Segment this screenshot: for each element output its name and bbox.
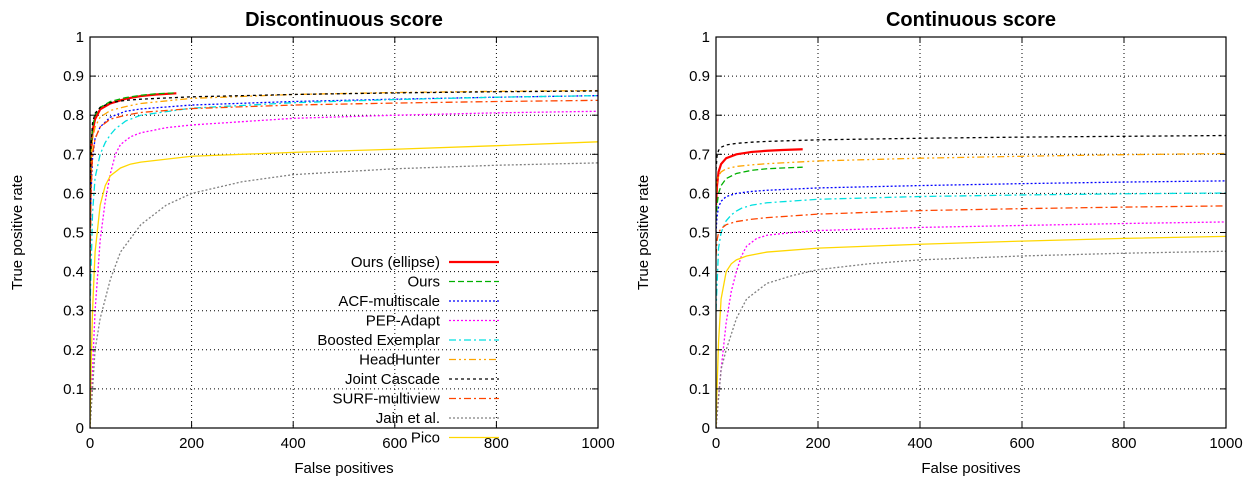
legend-entry: Joint Cascade	[345, 371, 499, 388]
series-line-4	[90, 95, 598, 311]
legend-entry: PEP-Adapt	[366, 313, 499, 330]
y-tick-label: 0.7	[63, 146, 84, 163]
legend-label: PEP-Adapt	[366, 313, 441, 330]
legend-label: Boosted Exemplar	[317, 332, 440, 349]
x-tick-label: 1000	[581, 435, 614, 452]
series-line-8	[716, 250, 1226, 428]
x-tick-label: 800	[484, 435, 509, 452]
series-line-6	[716, 134, 1226, 170]
grid	[716, 37, 1226, 428]
y-tick-label: 0.5	[63, 225, 84, 242]
y-tick-label: 1	[76, 29, 84, 46]
y-tick-label: 0.9	[63, 68, 84, 85]
legend-label: Ours (ellipse)	[351, 254, 440, 271]
grid	[90, 37, 598, 428]
chart-title: Continuous score	[886, 9, 1056, 31]
series-line-2	[90, 95, 598, 253]
y-tick-label: 0	[76, 420, 84, 437]
x-tick-label: 400	[281, 435, 306, 452]
y-axis-label: True positive rate	[635, 175, 652, 290]
legend-label: Jain et al.	[376, 410, 440, 427]
y-tick-label: 0.1	[63, 381, 84, 398]
series-line-2	[716, 180, 1226, 233]
series-line-5	[716, 152, 1226, 194]
series-group	[90, 89, 598, 428]
x-tick-label: 200	[805, 435, 830, 452]
y-tick-label: 0	[702, 420, 710, 437]
legend-entry: Ours	[407, 274, 499, 291]
y-tick-label: 0.6	[689, 185, 710, 202]
y-tick-label: 0.4	[689, 264, 710, 281]
x-tick-label: 800	[1111, 435, 1136, 452]
y-tick-label: 0.9	[689, 68, 710, 85]
legend-entry: SURF-multiview	[332, 391, 499, 408]
chart-continuous-score: Continuous score 0 200 400 600 800 1000 0 0.1 0.2…	[635, 9, 1243, 477]
legend-entry: ACF-multiscale	[338, 293, 499, 310]
x-tick-label: 400	[907, 435, 932, 452]
y-tick-label: 1	[702, 29, 710, 46]
x-tick-label: 0	[86, 435, 94, 452]
y-tick-label: 0.1	[689, 381, 710, 398]
legend-entry: Boosted Exemplar	[317, 332, 499, 349]
legend-entry: HeadHunter	[359, 352, 499, 369]
y-tick-label: 0.3	[689, 303, 710, 320]
legend-entry: Pico	[411, 430, 499, 447]
series-group	[716, 134, 1226, 428]
series-line-9	[716, 235, 1226, 428]
series-line-5	[90, 89, 598, 233]
series-line-8	[90, 162, 598, 428]
series-line-0	[716, 148, 803, 206]
x-tick-label: 1000	[1209, 435, 1242, 452]
y-tick-label: 0.5	[689, 225, 710, 242]
series-line-6	[90, 90, 598, 210]
x-axis-label: False positives	[921, 460, 1020, 477]
series-line-3	[90, 110, 598, 428]
series-line-1	[716, 166, 803, 221]
y-tick-label: 0.6	[63, 185, 84, 202]
series-line-4	[716, 192, 1226, 311]
series-line-1	[90, 92, 177, 225]
legend-label: SURF-multiview	[332, 391, 440, 408]
x-axis-label: False positives	[294, 460, 393, 477]
y-tick-label: 0.4	[63, 264, 84, 281]
legend-entry: Ours (ellipse)	[351, 254, 499, 271]
legend-entry: Jain et al.	[376, 410, 499, 427]
y-tick-label: 0.7	[689, 146, 710, 163]
series-line-9	[90, 141, 598, 428]
y-tick-label: 0.8	[689, 107, 710, 124]
x-tick-label: 200	[179, 435, 204, 452]
chart-discontinuous-score: Discontinuous score 0 200 400 600 800 1000 0 0.1…	[9, 9, 615, 477]
y-tick-label: 0.3	[63, 303, 84, 320]
legend-label: Ours	[407, 274, 440, 291]
legend-label: ACF-multiscale	[338, 293, 440, 310]
x-tick-label: 600	[382, 435, 407, 452]
y-axis-label: True positive rate	[9, 175, 26, 290]
x-tick-label: 0	[712, 435, 720, 452]
legend: Ours (ellipse) Ours ACF-multiscale PEP-Adap…	[317, 254, 499, 447]
y-tick-label: 0.2	[689, 342, 710, 359]
series-line-7	[716, 205, 1226, 257]
legend-label: Joint Cascade	[345, 371, 440, 388]
x-tick-label: 600	[1009, 435, 1034, 452]
y-tick-label: 0.2	[63, 342, 84, 359]
y-tick-label: 0.8	[63, 107, 84, 124]
series-line-3	[716, 221, 1226, 428]
chart-title: Discontinuous score	[245, 9, 443, 31]
legend-label: HeadHunter	[359, 352, 440, 369]
legend-label: Pico	[411, 430, 440, 447]
series-line-7	[90, 99, 598, 272]
